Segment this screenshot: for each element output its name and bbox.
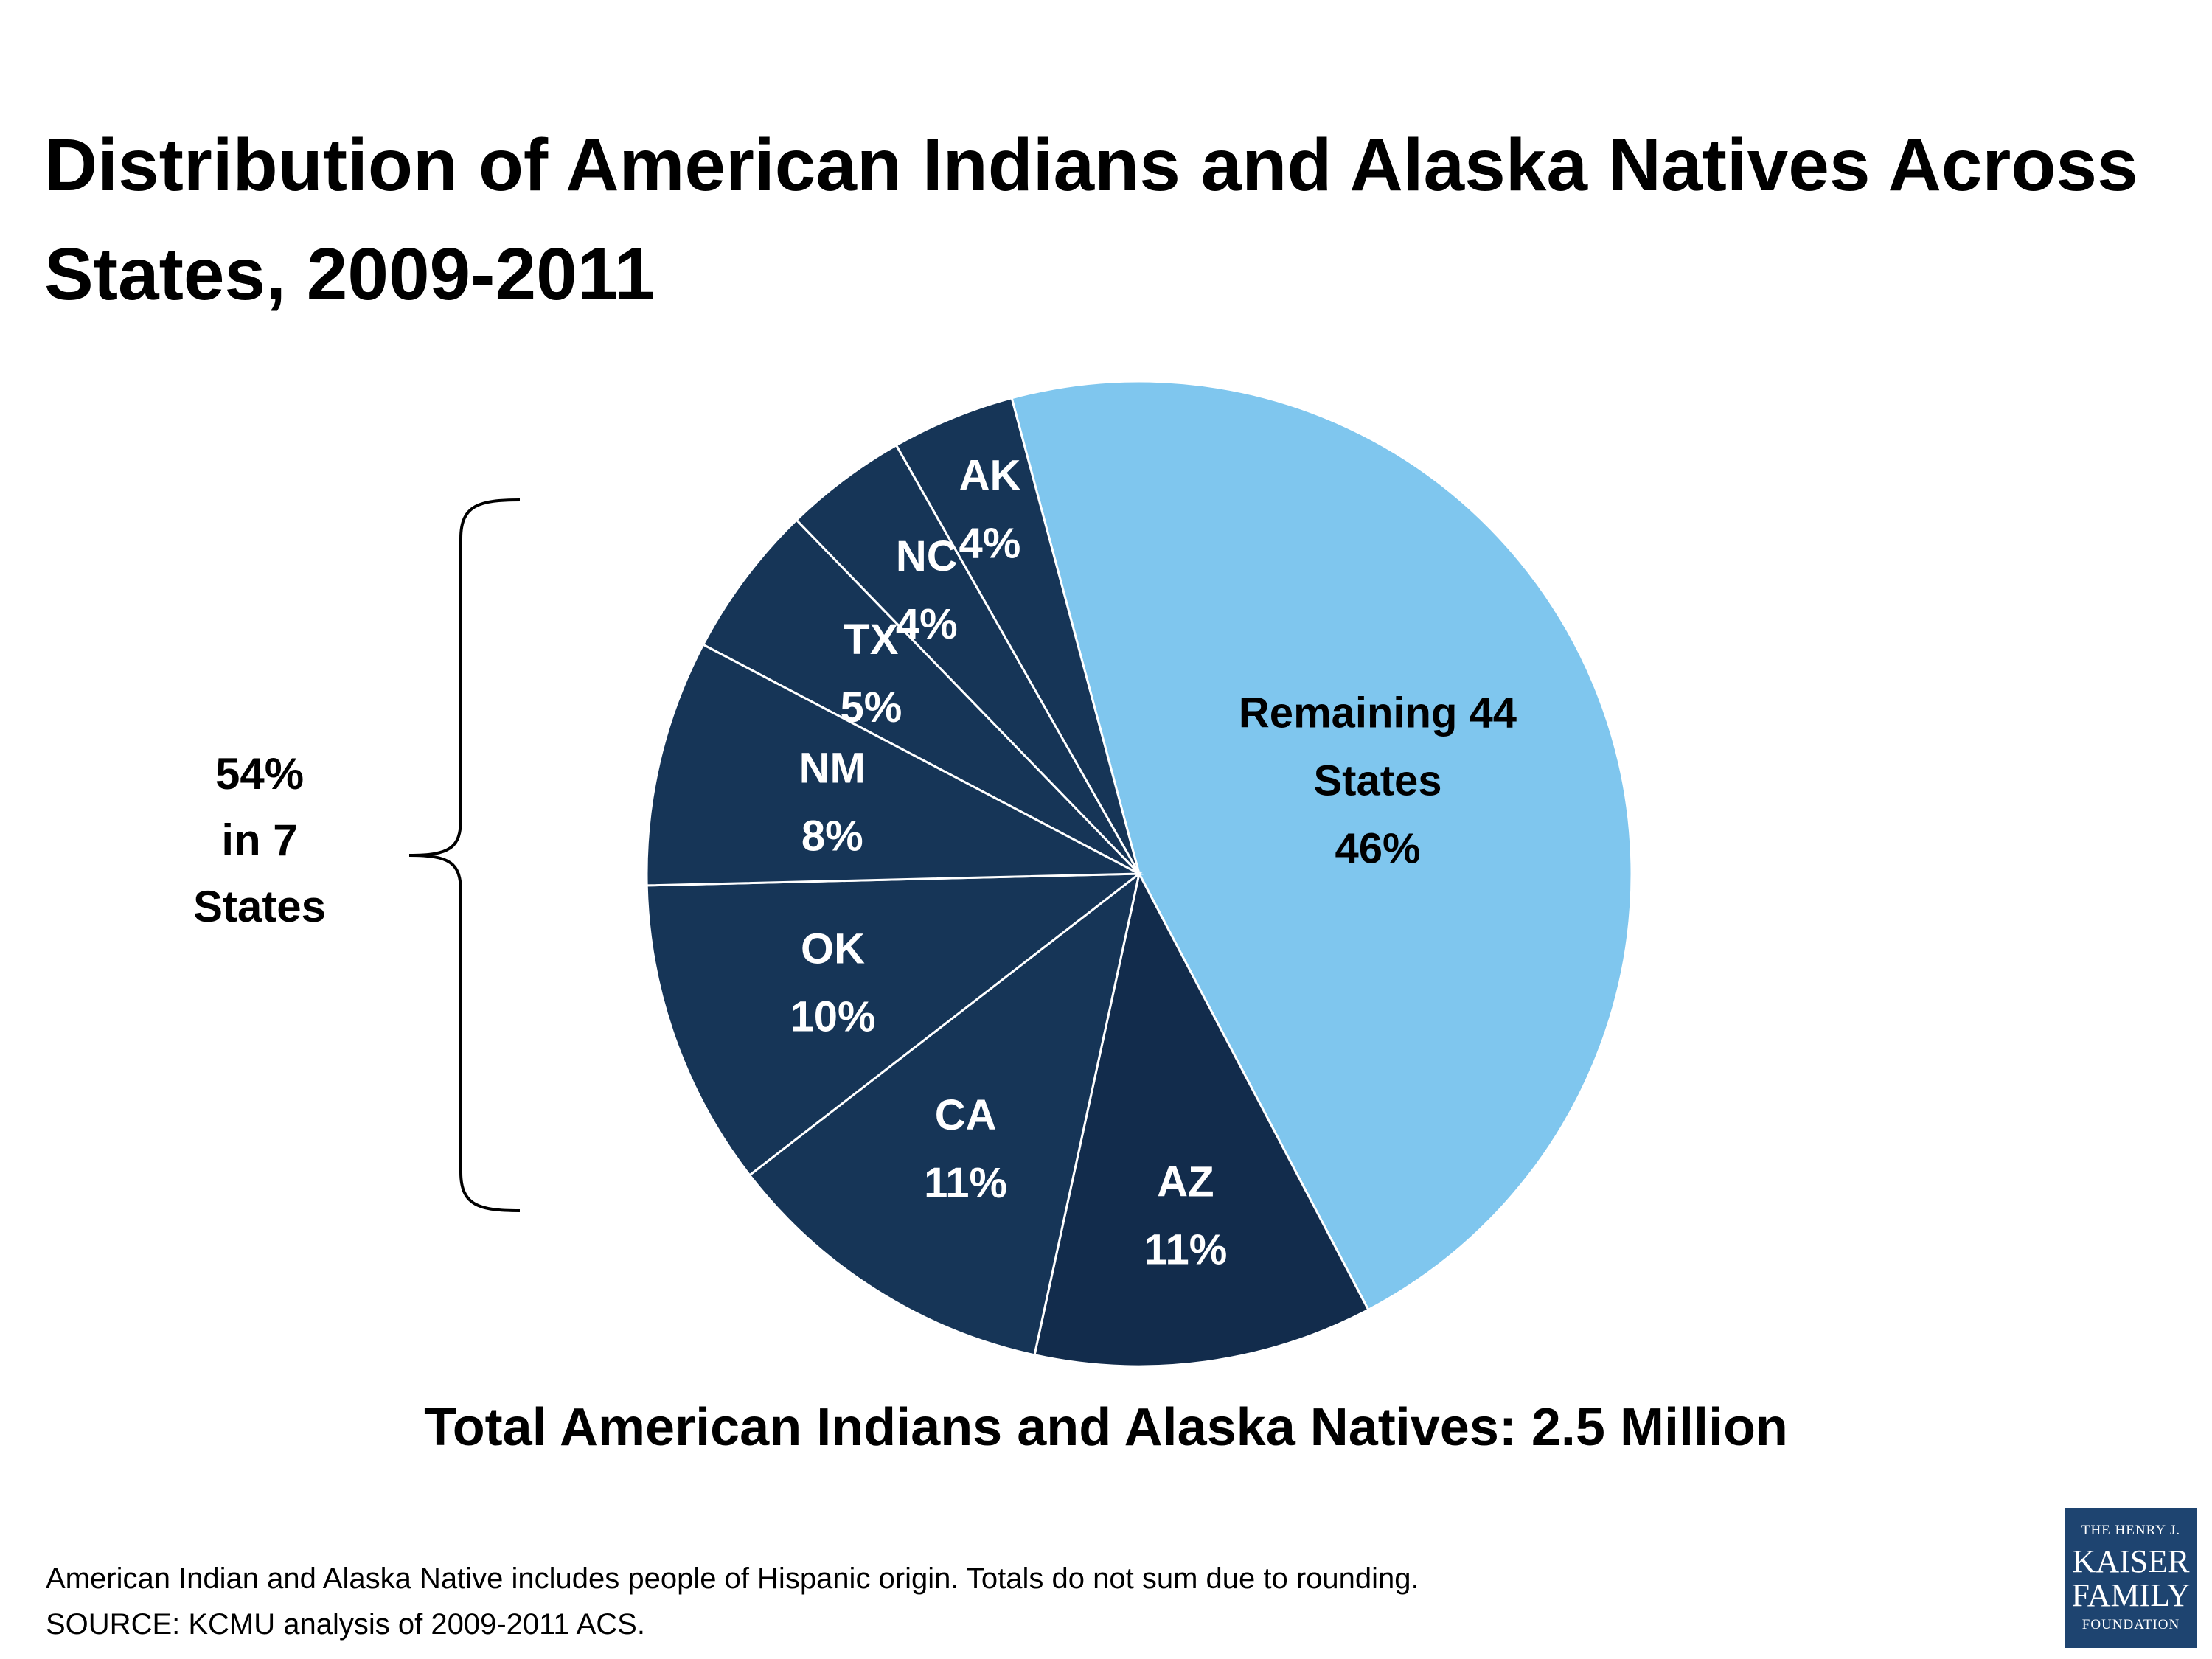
slice-label-nm: NM 8% [799, 745, 866, 860]
total-label: Total American Indians and Alaska Native… [424, 1398, 1788, 1457]
slice-label-remaining-44-states: Remaining 44 States 46% [1239, 689, 1517, 872]
bracket-count: in 7 [221, 815, 297, 865]
curly-bracket [408, 498, 521, 1212]
pie-labels: Remaining 44 States 46% AZ 11% CA 11% OK 10% NM 8%… [790, 451, 1517, 1273]
slice-label-nc: NC 4% [896, 532, 958, 648]
pie-slice-remaining-44-states [1010, 380, 1633, 1312]
pie-slice-tx [701, 518, 1141, 875]
pie-slice-nm [645, 643, 1144, 887]
pie-slices [645, 380, 1633, 1368]
slice-label-ok: OK 10% [790, 925, 875, 1040]
slice-label-az: AZ 11% [1144, 1158, 1227, 1273]
footnote: American Indian and Alaska Native includ… [46, 1556, 1419, 1647]
footnote-line: American Indian and Alaska Native includ… [46, 1562, 1419, 1595]
chart-title: Distribution of American Indians and Ala… [44, 124, 2138, 316]
slice-label-tx: TX 5% [840, 616, 902, 731]
pie-slice-ca [748, 871, 1141, 1357]
bracket-states: States [193, 882, 326, 931]
slice-label-ca: CA 11% [924, 1091, 1007, 1207]
bracket-percent: 54% [215, 749, 304, 799]
slice-label-ak: AK 4% [959, 451, 1021, 567]
source-line: SOURCE: KCMU analysis of 2009-2011 ACS. [46, 1608, 645, 1641]
pie-slice-ak [894, 396, 1141, 874]
pie-slice-ok [645, 872, 1143, 1177]
pie-slice-az [1033, 870, 1370, 1368]
kff-logo: THE HENRY J. KAISER FAMILY FOUNDATION [2065, 1508, 2197, 1648]
